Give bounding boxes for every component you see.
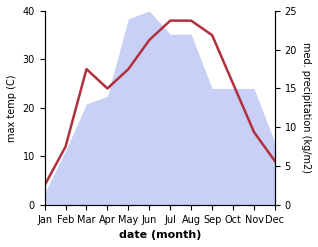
Y-axis label: max temp (C): max temp (C) [7,74,17,142]
X-axis label: date (month): date (month) [119,230,201,240]
Y-axis label: med. precipitation (kg/m2): med. precipitation (kg/m2) [301,42,311,173]
